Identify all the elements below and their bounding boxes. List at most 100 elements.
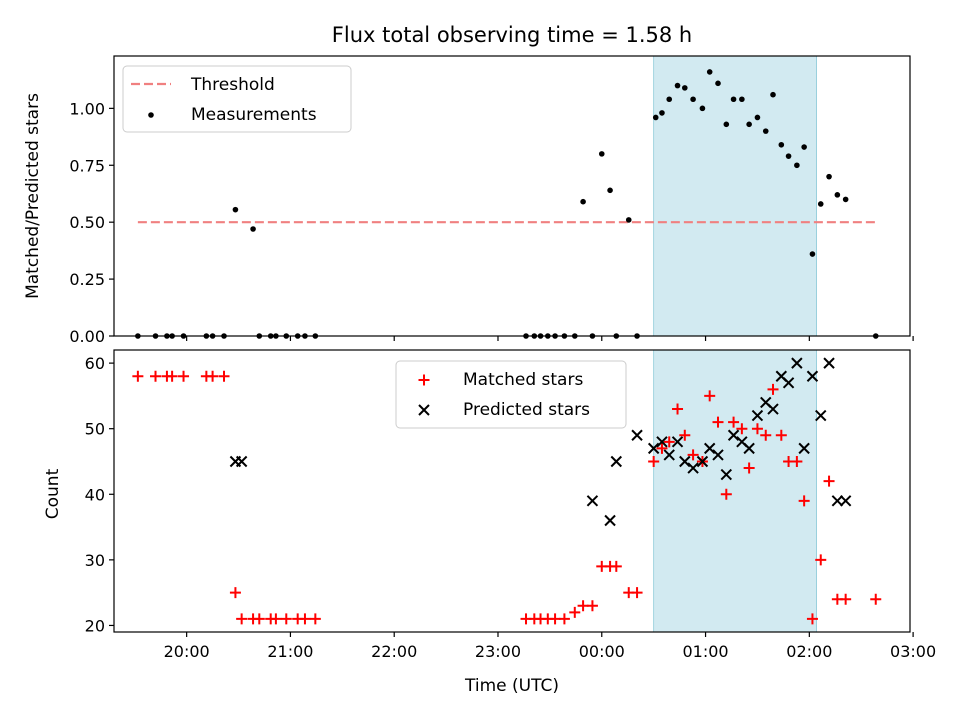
predicted-star-point xyxy=(806,370,819,382)
matched-star-point xyxy=(704,390,716,402)
x-tick-label: 00:00 xyxy=(579,642,625,661)
legend-measurements-label: Measurements xyxy=(191,105,317,125)
measurement-point xyxy=(580,198,586,205)
measurement-point xyxy=(652,114,659,121)
measurement-point xyxy=(250,226,256,232)
matched-star-point xyxy=(815,554,827,566)
top-y-axis-label: Matched/Predicted stars xyxy=(23,93,43,299)
predicted-star-point xyxy=(647,442,660,455)
matched-star-point xyxy=(229,587,241,599)
predicted-star-point xyxy=(791,357,803,369)
y-tick-label: 30 xyxy=(85,551,105,570)
measurement-point xyxy=(730,96,737,103)
measurement-point xyxy=(690,96,696,103)
matched-star-point xyxy=(299,613,311,625)
predicted-star-point xyxy=(727,429,740,441)
predicted-star-point xyxy=(839,495,852,507)
matched-star-point xyxy=(270,613,282,625)
y-tick-label: 50 xyxy=(85,420,105,439)
x-tick-label: 03:00 xyxy=(890,642,936,661)
measurement-point xyxy=(826,173,832,180)
measurement-point xyxy=(754,114,761,121)
predicted-star-point xyxy=(663,449,675,461)
matched-star-point xyxy=(132,370,144,382)
measurement-point xyxy=(659,110,665,116)
measurement-point xyxy=(723,121,730,128)
measurement-point xyxy=(598,151,605,157)
chart-title: Flux total observing time = 1.58 h xyxy=(332,23,692,47)
legend-measurements-swatch xyxy=(148,112,154,118)
predicted-star-point xyxy=(687,462,699,474)
matched-star-point xyxy=(631,587,643,599)
predicted-star-point xyxy=(679,455,691,468)
matched-star-point xyxy=(823,475,835,487)
matched-star-point xyxy=(751,423,763,435)
measurement-point xyxy=(666,96,673,103)
measurement-point xyxy=(817,201,824,207)
predicted-star-point xyxy=(743,442,755,455)
matched-star-point xyxy=(767,383,779,395)
matched-star-point xyxy=(806,613,818,625)
measurement-point xyxy=(834,192,841,198)
matched-star-point xyxy=(236,613,248,625)
y-tick-label: 0.00 xyxy=(69,327,105,346)
y-tick-label: 60 xyxy=(85,354,105,373)
bottom-y-axis-label: Count xyxy=(43,468,63,519)
predicted-star-point xyxy=(751,409,764,422)
matched-star-point xyxy=(712,416,724,428)
matched-star-point xyxy=(648,455,660,467)
matched-star-point xyxy=(150,370,162,382)
measurement-point xyxy=(699,105,706,112)
predicted-star-point xyxy=(703,442,716,455)
matched-star-point xyxy=(870,593,882,605)
predicted-star-point xyxy=(610,455,623,468)
predicted-star-point xyxy=(235,455,248,468)
predicted-star-point xyxy=(823,357,835,369)
measurement-point xyxy=(770,91,776,98)
measurement-point xyxy=(625,217,632,223)
predicted-star-point xyxy=(831,495,844,507)
matched-star-point xyxy=(775,429,787,441)
matched-star-point xyxy=(549,613,561,625)
legend-box xyxy=(122,65,352,133)
axes-frame xyxy=(113,55,911,337)
predicted-star-point xyxy=(671,436,684,448)
predicted-star-point xyxy=(798,442,810,455)
legend-predicted-swatch xyxy=(418,404,430,416)
predicted-star-point xyxy=(604,514,616,527)
matched-star-point xyxy=(840,593,852,605)
matched-star-point xyxy=(218,370,230,382)
measurement-point xyxy=(681,85,688,91)
matched-star-point xyxy=(720,488,732,500)
x-tick-label: 21:00 xyxy=(267,642,313,661)
measurement-point xyxy=(739,96,745,103)
measurement-point xyxy=(706,69,713,75)
measurement-point xyxy=(674,82,681,89)
measurement-point xyxy=(715,80,721,87)
x-axis-label: Time (UTC) xyxy=(464,676,559,696)
matched-star-point xyxy=(760,429,772,441)
measurement-point xyxy=(778,141,785,148)
measurement-point xyxy=(809,251,816,257)
top-panel: 0.00 0.25 0.50 0.75 1.00 Threshold Measurement… xyxy=(69,55,914,346)
y-tick-label: 0.75 xyxy=(69,156,105,175)
matched-star-point xyxy=(569,606,581,618)
x-tick-label: 02:00 xyxy=(786,642,832,661)
matched-star-point xyxy=(166,370,178,382)
predicted-star-point xyxy=(631,429,643,441)
y-tick-label: 0.25 xyxy=(69,270,105,289)
legend-matched-swatch xyxy=(418,374,430,386)
matched-star-point xyxy=(577,600,589,612)
measurement-point xyxy=(232,206,239,213)
bottom-legend: Matched stars Predicted stars xyxy=(395,360,627,429)
matched-star-point xyxy=(656,442,668,454)
predicted-star-point xyxy=(815,409,827,422)
matched-star-point xyxy=(791,455,803,467)
matched-star-point xyxy=(679,429,691,441)
measurement-point xyxy=(746,121,752,128)
x-tick-label: 23:00 xyxy=(475,642,521,661)
matched-star-point xyxy=(736,423,748,435)
x-tick-label: 01:00 xyxy=(682,642,728,661)
y-tick-label: 40 xyxy=(85,485,105,504)
